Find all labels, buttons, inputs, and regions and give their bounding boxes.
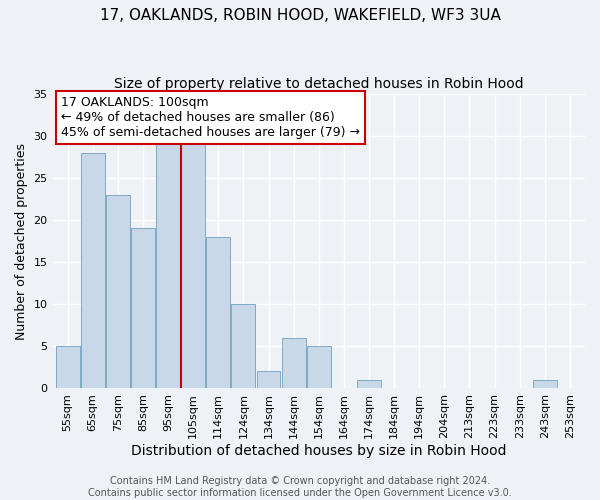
Bar bbox=[232, 304, 256, 388]
X-axis label: Distribution of detached houses by size in Robin Hood: Distribution of detached houses by size … bbox=[131, 444, 506, 458]
Bar bbox=[257, 372, 280, 388]
Bar bbox=[56, 346, 80, 388]
Bar bbox=[131, 228, 155, 388]
Bar bbox=[81, 153, 104, 388]
Bar bbox=[533, 380, 557, 388]
Bar bbox=[206, 237, 230, 388]
Bar bbox=[282, 338, 305, 388]
Text: 17 OAKLANDS: 100sqm
← 49% of detached houses are smaller (86)
45% of semi-detach: 17 OAKLANDS: 100sqm ← 49% of detached ho… bbox=[61, 96, 359, 138]
Bar bbox=[307, 346, 331, 388]
Text: Contains HM Land Registry data © Crown copyright and database right 2024.
Contai: Contains HM Land Registry data © Crown c… bbox=[88, 476, 512, 498]
Title: Size of property relative to detached houses in Robin Hood: Size of property relative to detached ho… bbox=[114, 78, 524, 92]
Y-axis label: Number of detached properties: Number of detached properties bbox=[15, 142, 28, 340]
Text: 17, OAKLANDS, ROBIN HOOD, WAKEFIELD, WF3 3UA: 17, OAKLANDS, ROBIN HOOD, WAKEFIELD, WF3… bbox=[100, 8, 500, 22]
Bar bbox=[106, 195, 130, 388]
Bar bbox=[156, 144, 180, 388]
Bar bbox=[357, 380, 381, 388]
Bar bbox=[181, 144, 205, 388]
